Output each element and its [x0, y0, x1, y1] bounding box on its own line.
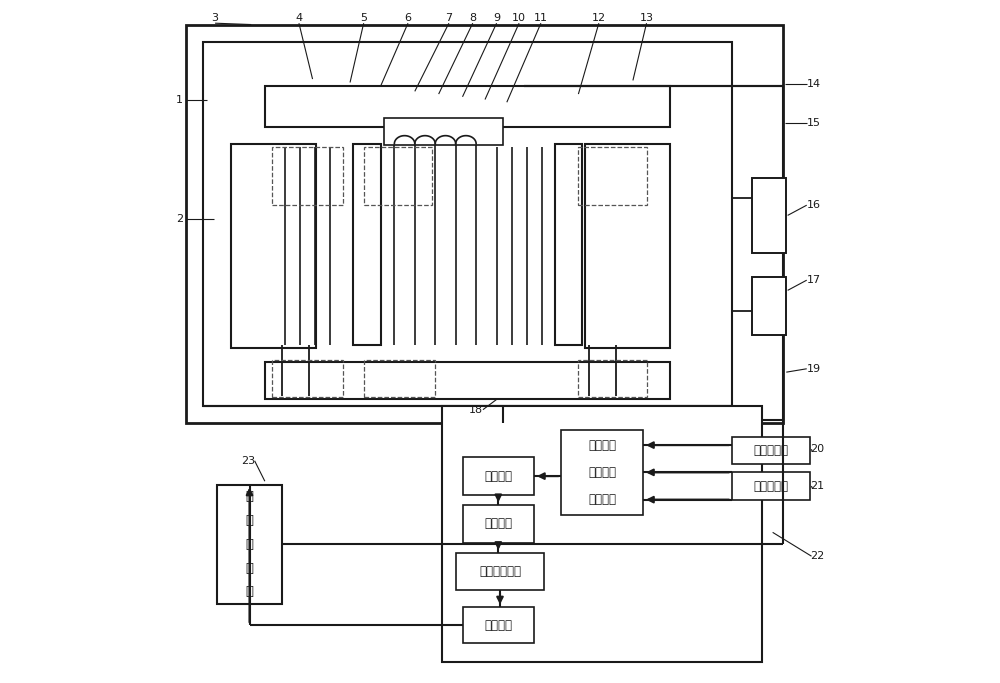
Text: 22: 22	[810, 551, 824, 561]
Text: 1: 1	[176, 94, 183, 104]
Bar	[353, 144, 381, 345]
Text: 23: 23	[241, 456, 255, 466]
Text: 4: 4	[295, 13, 302, 23]
Bar	[364, 148, 432, 205]
Bar	[203, 42, 732, 406]
Text: 数据分析: 数据分析	[484, 517, 512, 530]
Bar	[463, 458, 534, 495]
Text: 13: 13	[640, 13, 654, 23]
Text: 运行状态评估: 运行状态评估	[479, 565, 521, 578]
Text: 10: 10	[512, 13, 526, 23]
Bar	[364, 360, 435, 398]
Text: 18: 18	[469, 404, 483, 415]
Text: 负荷电流: 负荷电流	[588, 493, 616, 506]
Text: 5: 5	[360, 13, 367, 23]
Bar	[578, 148, 647, 205]
Bar	[265, 86, 670, 127]
Text: 8: 8	[469, 13, 476, 23]
Text: 15: 15	[807, 118, 821, 128]
Bar	[578, 360, 647, 398]
Text: 19: 19	[806, 364, 821, 374]
Bar	[384, 118, 503, 145]
Text: 14: 14	[806, 79, 821, 89]
Text: 控: 控	[246, 538, 254, 550]
Text: 9: 9	[493, 13, 500, 23]
Text: 测量温度: 测量温度	[588, 438, 616, 451]
Bar	[463, 505, 534, 542]
Text: 风: 风	[246, 490, 254, 503]
Text: 2: 2	[176, 214, 183, 224]
Bar	[272, 148, 343, 205]
Bar	[732, 437, 810, 464]
Text: 环境温度: 环境温度	[588, 466, 616, 479]
Bar	[585, 144, 670, 348]
Text: 16: 16	[807, 200, 821, 210]
Text: 7: 7	[445, 13, 452, 23]
Text: 3: 3	[212, 13, 219, 23]
Text: 制: 制	[246, 561, 254, 574]
Bar	[186, 25, 783, 423]
Text: 11: 11	[534, 13, 548, 23]
Bar	[463, 607, 534, 643]
Bar	[456, 553, 544, 590]
Bar	[442, 406, 762, 662]
Text: 柜: 柜	[246, 585, 254, 598]
Text: 环温传感器: 环温传感器	[753, 444, 788, 457]
Text: 17: 17	[806, 275, 821, 285]
Text: 电流互感器: 电流互感器	[753, 479, 788, 492]
Bar	[555, 144, 582, 345]
Text: 冷: 冷	[246, 514, 254, 527]
Text: 数据处理: 数据处理	[484, 470, 512, 483]
Text: 操作指令: 操作指令	[484, 619, 512, 632]
Text: 21: 21	[810, 481, 824, 491]
Text: 12: 12	[592, 13, 606, 23]
Text: 6: 6	[404, 13, 411, 23]
Bar	[265, 362, 670, 400]
Bar	[732, 473, 810, 500]
Bar	[231, 144, 316, 348]
Bar	[752, 277, 786, 335]
Bar	[752, 178, 786, 253]
Bar	[217, 485, 282, 604]
Bar	[272, 360, 343, 398]
Bar	[561, 430, 643, 515]
Text: 20: 20	[810, 444, 824, 454]
